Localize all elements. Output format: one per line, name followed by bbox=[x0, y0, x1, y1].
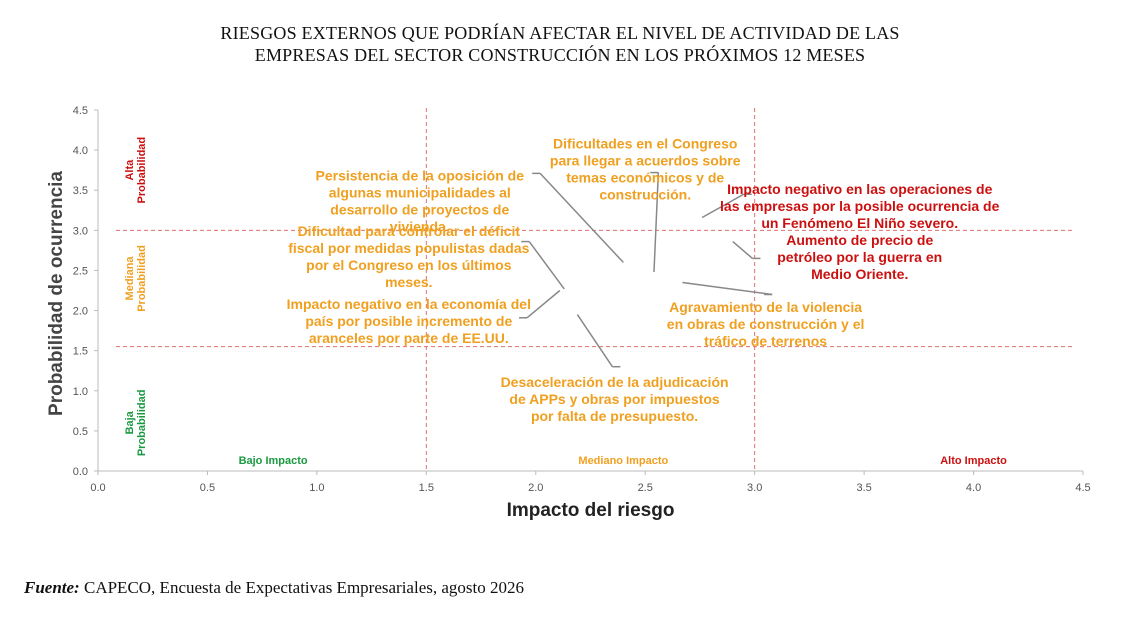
probability-zone-label: Probabilidad bbox=[136, 390, 148, 457]
impact-zone-label: Alto Impacto bbox=[940, 455, 1007, 467]
y-tick-label: 4.0 bbox=[73, 145, 88, 157]
risk-label-line: petróleo por la guerra en bbox=[777, 249, 942, 265]
risk-label-line: Desaceleración de la adjudicación bbox=[501, 374, 729, 390]
risk-leader-line bbox=[526, 289, 561, 319]
risk-label-line: un Fenómeno El Niño severo. bbox=[761, 215, 958, 231]
impact-zone-label: Mediano Impacto bbox=[578, 455, 668, 467]
x-tick-label: 3.5 bbox=[856, 482, 871, 494]
risk-label-line: para llegar a acuerdos sobre bbox=[550, 153, 741, 169]
y-tick-label: 3.0 bbox=[73, 225, 88, 237]
x-tick-label: 1.0 bbox=[309, 482, 324, 494]
risk-leader-line bbox=[653, 172, 660, 273]
y-tick-label: 4.5 bbox=[73, 105, 88, 117]
risk-label-line: por falta de presupuesto. bbox=[531, 408, 698, 424]
risk-label-line: temas económicos y de bbox=[566, 170, 724, 186]
risk-leader-line bbox=[732, 240, 753, 259]
risk-label-line: Dificultades en el Congreso bbox=[553, 136, 737, 152]
risk-label-line: Agravamiento de la violencia bbox=[669, 299, 862, 315]
x-tick-label: 4.0 bbox=[966, 482, 981, 494]
y-tick-label: 3.5 bbox=[73, 185, 88, 197]
y-axis-title: Probabilidad de ocurrencia bbox=[46, 171, 67, 416]
chart-title: RIESGOS EXTERNOS QUE PODRÍAN AFECTAR EL … bbox=[0, 22, 1120, 66]
risk-label-line: por el Congreso en los últimos bbox=[306, 257, 512, 273]
x-tick-label: 4.5 bbox=[1075, 482, 1090, 494]
risk-leader-line bbox=[576, 314, 614, 368]
chart-title-line-1: RIESGOS EXTERNOS QUE PODRÍAN AFECTAR EL … bbox=[220, 23, 900, 43]
probability-zone-label: Mediana bbox=[124, 256, 136, 301]
risk-label-line: meses. bbox=[385, 274, 432, 290]
chart-title-line-2: EMPRESAS DEL SECTOR CONSTRUCCIÓN EN LOS … bbox=[254, 45, 866, 65]
impact-zone-label: Bajo Impacto bbox=[239, 455, 308, 467]
risk-label-line: desarrollo de proyectos de bbox=[330, 202, 509, 218]
source-label: Fuente: bbox=[24, 578, 80, 597]
y-tick-label: 2.0 bbox=[73, 306, 88, 318]
risk-label-line: vivienda. bbox=[390, 219, 450, 235]
x-tick-label: 0.0 bbox=[90, 482, 105, 494]
risk-label-line: en obras de construcción y el bbox=[667, 316, 865, 332]
x-axis-title: Impacto del riesgo bbox=[507, 500, 675, 521]
probability-zone-label: Baja bbox=[124, 410, 136, 434]
x-tick-label: 1.5 bbox=[419, 482, 434, 494]
risk-label-line: Impacto negativo en las operaciones de bbox=[727, 181, 993, 197]
risk-label-line: Dificultad para controlar el déficit bbox=[298, 223, 521, 239]
risk-label-line: algunas municipalidades al bbox=[329, 185, 511, 201]
risk-leader-line bbox=[539, 172, 624, 263]
risk-matrix-chart: 0.0 0.5 1.0 1.5 2.0 2.5 3.0 3.5 4.0 4.5 0.0 0.5 1.0 1… bbox=[46, 105, 1091, 521]
risk-label-line: país por posible incremento de bbox=[305, 313, 512, 329]
y-tick-label: 2.5 bbox=[73, 265, 88, 277]
y-tick-label: 1.0 bbox=[73, 386, 88, 398]
probability-zone-label: Probabilidad bbox=[136, 245, 148, 312]
risk-label-line: Persistencia de la oposición de bbox=[316, 168, 525, 184]
source-text: CAPECO, Encuesta de Expectativas Empresa… bbox=[83, 578, 524, 597]
x-tick-label: 3.0 bbox=[747, 482, 762, 494]
y-tick-label: 1.5 bbox=[73, 346, 88, 358]
risk-leader-line bbox=[528, 241, 565, 290]
probability-zone-label: Probabilidad bbox=[136, 137, 148, 204]
risk-label-line: tráfico de terrenos bbox=[704, 333, 827, 349]
risk-leader-line bbox=[682, 281, 773, 296]
risk-label-line: las empresas por la posible ocurrencia d… bbox=[720, 198, 1000, 214]
x-tick-label: 2.5 bbox=[638, 482, 653, 494]
risk-label-line: de APPs y obras por impuestos bbox=[509, 391, 720, 407]
risk-label-line: fiscal por medidas populistas dadas bbox=[288, 240, 529, 256]
y-tick-label: 0.0 bbox=[73, 466, 88, 478]
source-note: Fuente: CAPECO, Encuesta de Expectativas… bbox=[24, 578, 524, 598]
y-tick-label: 0.5 bbox=[73, 426, 88, 438]
x-tick-label: 2.0 bbox=[528, 482, 543, 494]
risk-label-line: Impacto negativo en la economía del bbox=[287, 296, 531, 312]
risk-label-line: Aumento de precio de bbox=[786, 232, 933, 248]
risk-label-line: aranceles por parte de EE.UU. bbox=[309, 330, 509, 346]
x-tick-label: 0.5 bbox=[200, 482, 215, 494]
probability-zone-label: Alta bbox=[124, 159, 136, 181]
risk-leader-line bbox=[701, 193, 745, 219]
risk-label-line: Medio Oriente. bbox=[811, 266, 908, 282]
risk-label-line: construcción. bbox=[599, 187, 691, 203]
